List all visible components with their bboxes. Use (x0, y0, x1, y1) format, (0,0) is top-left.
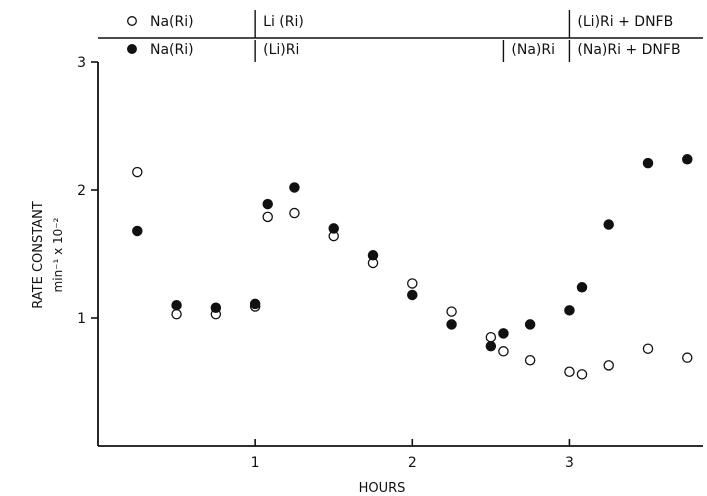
filled-point-1 (171, 299, 182, 311)
header-label-0-2: (Li)Ri + DNFB (577, 14, 673, 30)
filled-point-4 (262, 198, 273, 210)
open-point-16 (642, 343, 654, 354)
filled-point-6 (328, 223, 339, 234)
filled-point-3 (249, 298, 261, 310)
header-label-1-1: (Li)Ri (263, 42, 299, 58)
y-tick-label-1: 2 (77, 183, 86, 199)
filled-point-8 (407, 289, 418, 301)
filled-point-17 (682, 154, 693, 165)
header-label-0-0: Na(Ri) (150, 14, 194, 30)
x-ticks: 1 2 3 (251, 439, 574, 471)
data-points (132, 154, 693, 380)
x-tick-label-2: 3 (565, 455, 574, 471)
filled-point-13 (564, 305, 575, 316)
open-point-15 (603, 360, 614, 371)
filled-point-5 (289, 182, 300, 193)
y-ticks: 1 2 3 (77, 55, 98, 327)
open-point-14 (576, 369, 588, 380)
header-row-filled: Na(Ri) (Li)Ri (Na)Ri (Na)Ri + DNFB (127, 40, 681, 62)
open-point-5 (289, 207, 300, 219)
header-label-0-1: Li (Ri) (263, 14, 304, 30)
x-tick-label-1: 2 (408, 455, 417, 471)
header-row-open: Na(Ri) Li (Ri) (Li)Ri + DNFB (127, 10, 673, 38)
filled-point-15 (603, 219, 614, 230)
y-axis-label: RATE CONSTANT (31, 201, 46, 309)
x-axis-label: HOURS (359, 481, 406, 496)
legend-marker-open (127, 16, 137, 26)
condition-header: Na(Ri) Li (Ri) (Li)Ri + DNFB Na(Ri) (Li)Ri (… (98, 10, 703, 62)
filled-point-12 (524, 319, 536, 330)
header-label-1-3: (Na)Ri + DNFB (577, 42, 680, 58)
legend-marker-filled (127, 44, 137, 54)
open-point-12 (524, 354, 536, 366)
header-label-1-2: (Na)Ri (511, 42, 555, 58)
open-point-8 (407, 278, 418, 289)
y-axis-units: min⁻¹ x 10⁻² (51, 217, 65, 292)
filled-point-11 (498, 328, 509, 339)
open-point-13 (564, 366, 575, 378)
open-point-1 (171, 308, 182, 320)
x-tick-label-0: 1 (251, 455, 260, 471)
open-point-0 (132, 166, 143, 178)
open-point-4 (262, 211, 273, 223)
open-point-11 (498, 346, 509, 357)
y-tick-label-2: 3 (77, 55, 86, 71)
open-point-10 (485, 331, 497, 343)
filled-point-7 (367, 250, 379, 261)
filled-point-16 (642, 157, 654, 169)
filled-point-10 (485, 340, 497, 352)
filled-point-2 (210, 302, 222, 314)
header-label-1-0: Na(Ri) (150, 42, 194, 58)
y-tick-label-0: 1 (77, 311, 86, 327)
open-point-9 (446, 306, 457, 317)
open-point-17 (682, 352, 693, 363)
filled-point-9 (446, 319, 457, 330)
filled-point-14 (576, 282, 588, 293)
filled-point-0 (132, 225, 143, 237)
